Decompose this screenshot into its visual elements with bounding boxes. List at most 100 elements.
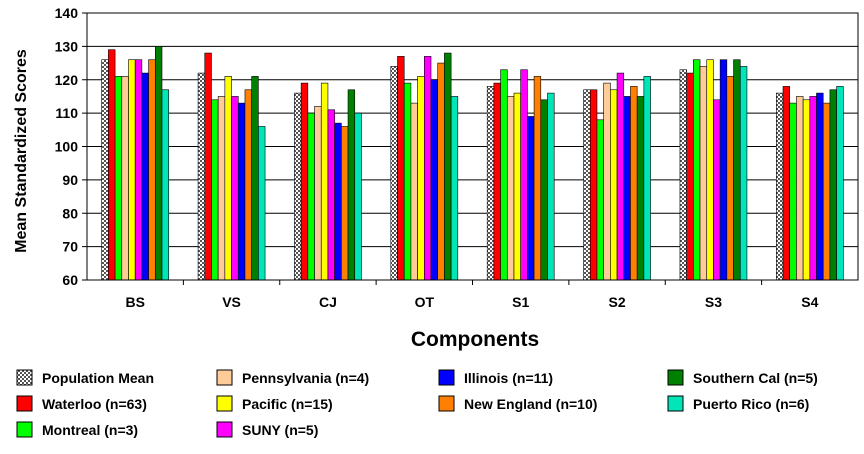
legend-label-illinois-n-11: Illinois (n=11): [464, 370, 553, 386]
bar-puerto-rico-n-6-bs: [161, 89, 169, 281]
bar-new-england-n-10-s3: [726, 76, 734, 281]
y-tick-label: 140: [55, 5, 79, 21]
y-tick-label: 80: [62, 205, 78, 221]
bar-pacific-n-15-cj: [320, 82, 329, 281]
bar-puerto-rico-n-6-s2: [643, 76, 651, 281]
bar-population-mean-s2: [583, 89, 591, 281]
bar-population-mean-bs: [101, 59, 109, 281]
x-axis-title: Components: [411, 328, 539, 351]
bar-suny-n-5-s4: [809, 96, 817, 281]
y-tick-label: 120: [55, 72, 79, 88]
bar-illinois-n-11-ot: [430, 79, 439, 281]
bar-pennsylvania-n-4-s2: [603, 82, 611, 281]
bar-montreal-n-3-ot: [403, 82, 412, 281]
y-tick-label: 90: [62, 172, 78, 188]
bar-montreal-n-3-s4: [789, 102, 797, 281]
bar-pennsylvania-n-4-bs: [121, 76, 129, 281]
legend-swatch-montreal-n-3: [16, 421, 33, 438]
legend-swatch-pennsylvania-n-4: [216, 369, 233, 386]
x-tick-label: S1: [512, 294, 529, 310]
bar-suny-n-5-ot: [424, 56, 432, 281]
bar-montreal-n-3-cj: [307, 112, 315, 281]
y-tick-label: 110: [55, 105, 78, 121]
x-tick-label: CJ: [319, 294, 337, 310]
bar-population-mean-vs: [197, 72, 206, 281]
bar-puerto-rico-n-6-ot: [450, 96, 459, 281]
legend-label-montreal-n-3: Montreal (n=3): [42, 422, 138, 438]
legend-swatch-illinois-n-11: [438, 369, 455, 386]
bar-new-england-n-10-s1: [533, 76, 542, 281]
bar-waterloo-n-63-ot: [397, 56, 405, 281]
legend-label-southern-cal-n-5: Southern Cal (n=5): [693, 370, 818, 386]
bar-southern-cal-n-5-vs: [251, 76, 259, 281]
legend: Population Mean Pennsylvania (n=4) Illinoi…: [16, 369, 818, 438]
bar-southern-cal-n-5-s3: [733, 59, 741, 281]
legend-swatch-pacific-n-15: [216, 395, 233, 412]
bar-pacific-n-15-vs: [224, 76, 232, 281]
bar-southern-cal-n-5-s4: [829, 89, 837, 281]
bar-suny-n-5-cj: [327, 109, 335, 281]
bar-pacific-n-15-s1: [513, 92, 521, 281]
bar-pennsylvania-n-4-ot: [410, 102, 418, 281]
legend-swatch-suny-n-5: [216, 421, 233, 438]
bar-suny-n-5-s2: [616, 72, 625, 281]
bar-pennsylvania-n-4-s3: [699, 66, 708, 281]
x-tick-label: VS: [222, 294, 241, 310]
bar-new-england-n-10-bs: [148, 59, 156, 281]
bar-puerto-rico-n-6-s3: [739, 66, 748, 281]
bar-southern-cal-n-5-s1: [540, 99, 548, 281]
legend-label-population-mean: Population Mean: [42, 370, 154, 386]
bar-suny-n-5-s1: [520, 69, 528, 281]
legend-label-new-england-n-10: New England (n=10): [464, 396, 597, 412]
axes: 60 70 80 90 100 110 120 130 140 BS VS CJ OT S1 S2 S3 S4: [55, 5, 859, 310]
bars: [101, 46, 844, 281]
legend-swatch-new-england-n-10: [438, 395, 455, 412]
bar-pennsylvania-n-4-s4: [796, 96, 804, 281]
bar-puerto-rico-n-6-cj: [354, 112, 362, 281]
bar-pacific-n-15-s2: [610, 89, 618, 281]
legend-label-waterloo-n-63: Waterloo (n=63): [42, 396, 147, 412]
bar-population-mean-cj: [294, 92, 302, 281]
x-tick-label: OT: [415, 294, 435, 310]
bar-illinois-n-11-s4: [816, 92, 824, 281]
y-tick-label: 130: [55, 38, 79, 54]
bar-illinois-n-11-bs: [141, 72, 149, 281]
bar-waterloo-n-63-vs: [204, 52, 212, 281]
bar-waterloo-n-63-s3: [686, 72, 694, 281]
bar-southern-cal-n-5-bs: [154, 46, 163, 281]
x-tick-label: S3: [705, 294, 722, 310]
bar-pacific-n-15-ot: [417, 76, 425, 281]
bar-pacific-n-15-bs: [128, 59, 136, 281]
bar-population-mean-s1: [486, 86, 495, 281]
bar-population-mean-s3: [679, 69, 687, 281]
bar-waterloo-n-63-s2: [589, 89, 598, 281]
legend-label-pennsylvania-n-4: Pennsylvania (n=4): [242, 370, 369, 386]
bar-pennsylvania-n-4-s1: [506, 96, 515, 281]
bar-montreal-n-3-vs: [211, 99, 219, 281]
bar-new-england-n-10-cj: [341, 126, 349, 281]
bar-waterloo-n-63-s4: [782, 86, 791, 281]
bar-puerto-rico-n-6-vs: [258, 126, 266, 281]
bar-population-mean-s4: [776, 92, 784, 281]
bar-montreal-n-3-s2: [596, 119, 604, 281]
bar-waterloo-n-63-s1: [493, 82, 501, 281]
bar-pennsylvania-n-4-cj: [314, 106, 322, 281]
bar-puerto-rico-n-6-s1: [547, 92, 555, 281]
y-tick-label: 100: [55, 139, 79, 155]
bar-southern-cal-n-5-cj: [347, 89, 356, 281]
bar-montreal-n-3-bs: [114, 76, 123, 281]
bar-illinois-n-11-s3: [719, 59, 728, 281]
bar-illinois-n-11-cj: [334, 122, 342, 281]
bar-southern-cal-n-5-ot: [444, 52, 452, 281]
legend-label-puerto-rico-n-6: Puerto Rico (n=6): [693, 396, 809, 412]
bar-waterloo-n-63-cj: [300, 82, 309, 281]
legend-swatch-waterloo-n-63: [16, 395, 33, 412]
x-tick-label: S2: [609, 294, 626, 310]
bar-waterloo-n-63-bs: [108, 49, 116, 281]
bar-montreal-n-3-s1: [500, 69, 508, 281]
legend-label-suny-n-5: SUNY (n=5): [242, 422, 318, 438]
bar-illinois-n-11-s2: [623, 96, 631, 281]
x-tick-label: BS: [125, 294, 144, 310]
y-axis-title: Mean Standardized Scores: [13, 49, 30, 253]
